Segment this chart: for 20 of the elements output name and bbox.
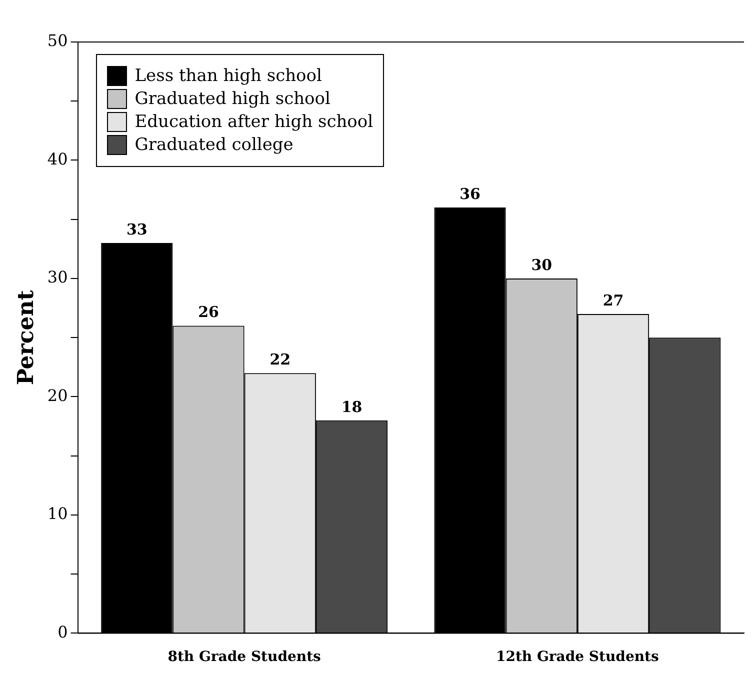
x-tick-label: 12th Grade Students [496, 649, 660, 666]
data-label: 18 [341, 398, 362, 416]
legend-label: Less than high school [134, 66, 322, 86]
data-label: 22 [270, 350, 291, 368]
legend-label: Graduated college [134, 135, 294, 155]
y-tick-label: 10 [47, 504, 68, 524]
y-tick-label: 0 [58, 622, 68, 642]
y-axis-title: Percent [12, 289, 39, 386]
x-tick-label: 8th Grade Students [168, 649, 322, 666]
y-tick-label: 20 [47, 386, 68, 405]
legend-label: Education after high school [134, 112, 374, 132]
data-label: 26 [198, 303, 219, 322]
y-tick-label: 50 [47, 31, 68, 50]
data-label: 30 [531, 256, 552, 274]
data-label: 36 [460, 184, 480, 203]
data-label: 27 [602, 291, 624, 310]
data-label: 33 [126, 220, 148, 238]
legend-label: Graduated high school [134, 89, 330, 109]
y-tick-label: 30 [47, 268, 68, 287]
y-tick-label: 40 [47, 149, 68, 168]
